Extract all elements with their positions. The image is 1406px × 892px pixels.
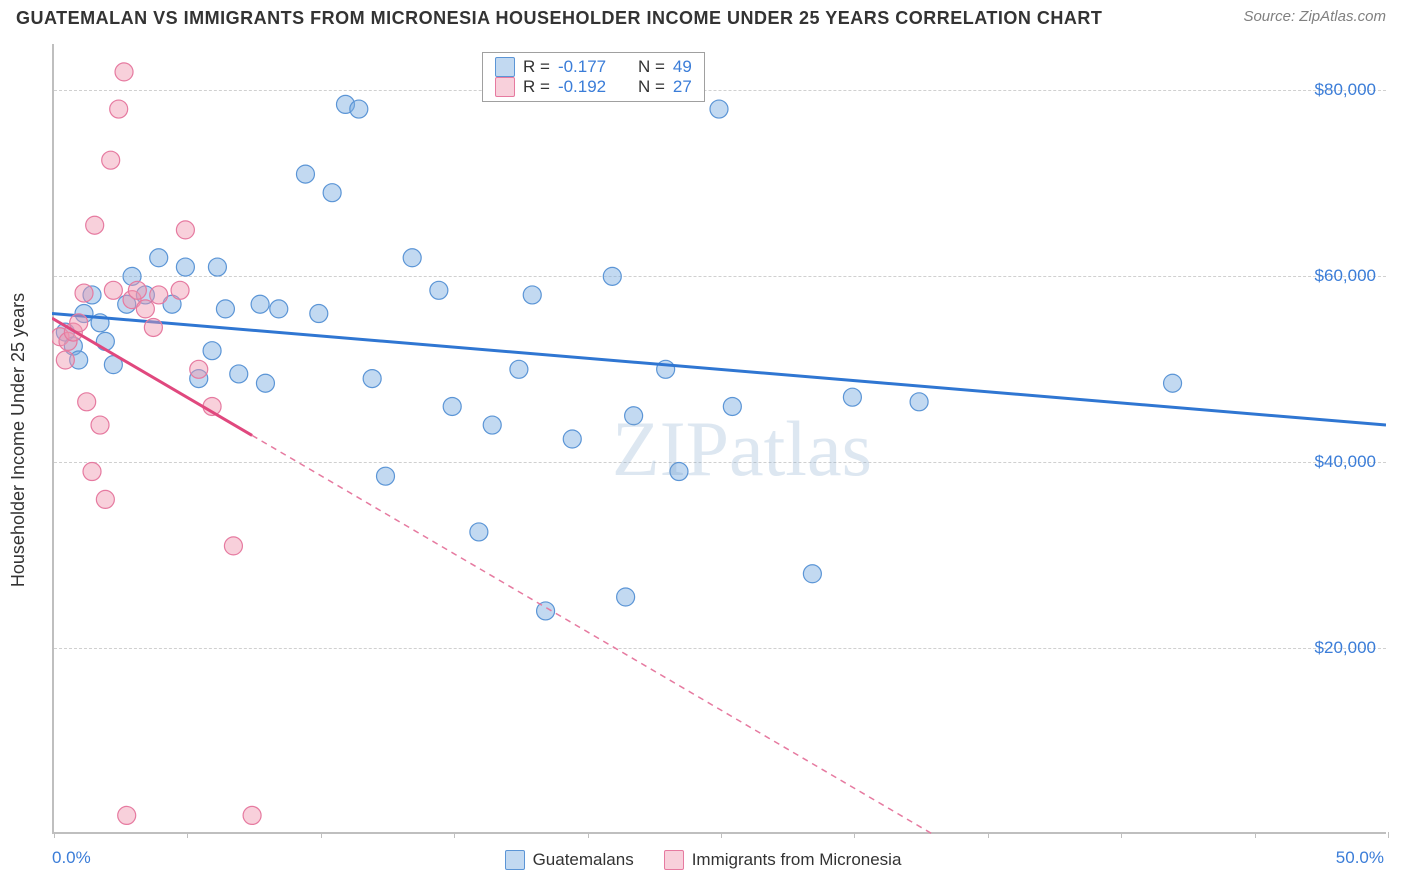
stat-row: R =-0.177N =49 (495, 57, 692, 77)
data-point (243, 806, 261, 824)
data-point (216, 300, 234, 318)
data-point (176, 258, 194, 276)
data-point (323, 184, 341, 202)
data-point (171, 281, 189, 299)
data-point (723, 397, 741, 415)
data-point (603, 267, 621, 285)
y-axis-label: Householder Income Under 25 years (8, 293, 29, 587)
data-point (377, 467, 395, 485)
data-point (91, 416, 109, 434)
swatch-icon (495, 77, 515, 97)
data-point (270, 300, 288, 318)
plot-area: $20,000$40,000$60,000$80,000 ZIPatlas R … (52, 44, 1386, 834)
data-point (96, 490, 114, 508)
data-point (150, 249, 168, 267)
data-point (843, 388, 861, 406)
correlation-stats-box: R =-0.177N =49R =-0.192N =27 (482, 52, 705, 102)
trend-line (52, 314, 1386, 426)
legend-label-guatemalans: Guatemalans (533, 850, 634, 870)
data-point (144, 318, 162, 336)
data-point (83, 463, 101, 481)
data-point (617, 588, 635, 606)
data-point (256, 374, 274, 392)
data-point (230, 365, 248, 383)
data-point (310, 305, 328, 323)
data-point (363, 370, 381, 388)
data-point (118, 806, 136, 824)
data-point (523, 286, 541, 304)
data-point (803, 565, 821, 583)
swatch-micronesia (664, 850, 684, 870)
data-point (430, 281, 448, 299)
data-point (115, 63, 133, 81)
data-point (104, 281, 122, 299)
data-point (670, 463, 688, 481)
data-point (563, 430, 581, 448)
data-point (203, 342, 221, 360)
legend-label-micronesia: Immigrants from Micronesia (692, 850, 902, 870)
trend-line-extrapolated (252, 435, 932, 834)
data-point (128, 281, 146, 299)
data-point (710, 100, 728, 118)
data-point (910, 393, 928, 411)
data-point (102, 151, 120, 169)
source-label: Source: ZipAtlas.com (1243, 8, 1386, 25)
stat-row: R =-0.192N =27 (495, 77, 692, 97)
data-point (110, 100, 128, 118)
data-point (443, 397, 461, 415)
swatch-icon (495, 57, 515, 77)
swatch-guatemalans (505, 850, 525, 870)
legend-bottom: Guatemalans Immigrants from Micronesia (0, 850, 1406, 870)
data-point (537, 602, 555, 620)
data-point (483, 416, 501, 434)
data-point (403, 249, 421, 267)
data-point (350, 100, 368, 118)
data-point (86, 216, 104, 234)
data-point (1164, 374, 1182, 392)
data-point (251, 295, 269, 313)
data-point (296, 165, 314, 183)
chart-title: GUATEMALAN VS IMMIGRANTS FROM MICRONESIA… (16, 8, 1102, 29)
data-point (224, 537, 242, 555)
data-point (208, 258, 226, 276)
data-point (150, 286, 168, 304)
data-point (75, 284, 93, 302)
data-point (56, 351, 74, 369)
data-point (176, 221, 194, 239)
data-point (470, 523, 488, 541)
data-point (78, 393, 96, 411)
legend-item-micronesia: Immigrants from Micronesia (664, 850, 902, 870)
data-point (510, 360, 528, 378)
data-point (190, 360, 208, 378)
legend-item-guatemalans: Guatemalans (505, 850, 634, 870)
data-point (625, 407, 643, 425)
data-point (136, 300, 154, 318)
scatter-chart (52, 44, 1386, 834)
